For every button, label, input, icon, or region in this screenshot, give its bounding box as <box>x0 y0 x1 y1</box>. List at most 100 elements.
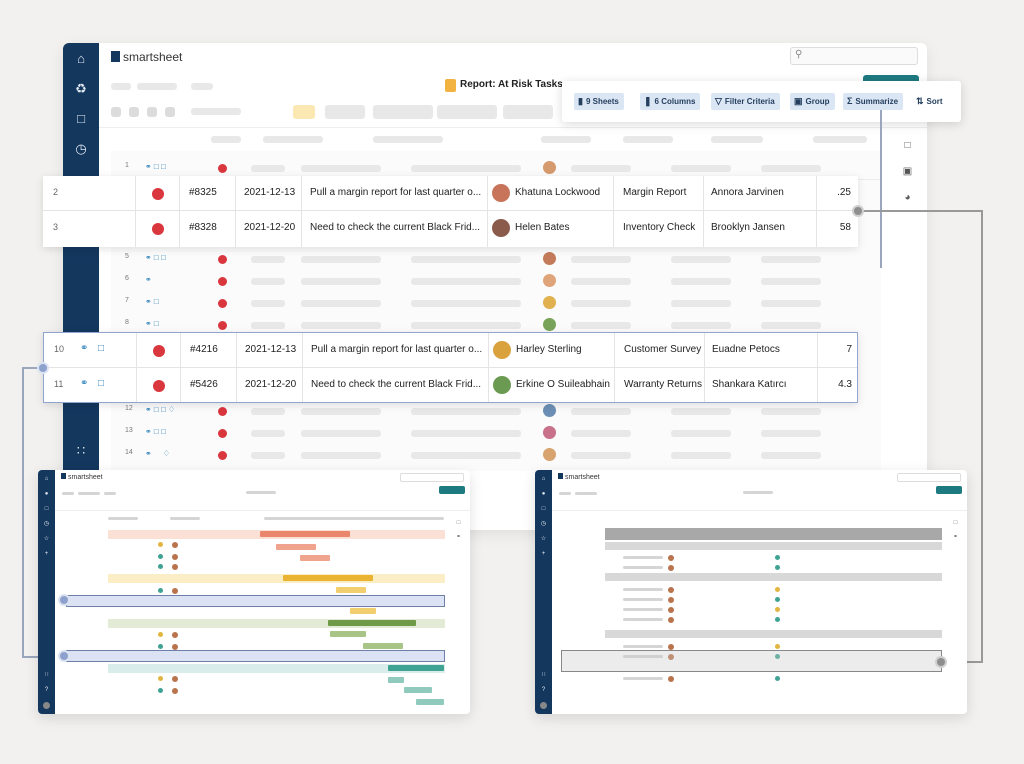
apps-icon[interactable]: ∷ <box>541 672 546 678</box>
attachment-icon[interactable]: ⚭ <box>455 534 462 540</box>
cell-placeholder <box>623 618 663 621</box>
gantt-bar <box>416 699 444 705</box>
cell-placeholder <box>623 588 663 591</box>
star-icon[interactable]: ☆ <box>540 536 547 542</box>
task-id: #4216 <box>190 344 218 355</box>
plus-icon[interactable]: + <box>541 551 546 557</box>
comment-icon[interactable]: □ <box>953 520 958 526</box>
folder-icon[interactable]: □ <box>77 111 85 126</box>
home-icon[interactable]: ⌂ <box>541 476 546 482</box>
toolbar-placeholder <box>111 107 121 117</box>
status-dot <box>218 321 227 330</box>
status-dot <box>218 255 227 264</box>
folder-icon[interactable]: □ <box>44 506 49 512</box>
table-row[interactable]: 7 ⚭ □ <box>111 292 881 314</box>
sheets-button[interactable]: ▮ 9 Sheets <box>574 93 624 110</box>
selected-row[interactable] <box>561 650 942 672</box>
clock-icon[interactable]: ◷ <box>43 521 50 527</box>
comment-icon[interactable]: □ <box>904 140 911 151</box>
brand-logo: smartsheet <box>111 50 182 64</box>
filter-criteria-button[interactable]: ▽ Filter Criteria <box>711 93 780 110</box>
share-button[interactable] <box>936 486 962 494</box>
help-icon[interactable]: ? <box>541 687 546 693</box>
search-input[interactable]: ⚲ <box>790 47 918 65</box>
summarize-label: Summarize <box>855 97 899 106</box>
sort-button[interactable]: ⇅ Sort <box>912 93 948 110</box>
apps-icon[interactable]: ∷ <box>44 672 49 678</box>
attachment-icon[interactable]: ⚭ <box>952 534 959 540</box>
bell-icon[interactable]: ● <box>541 491 546 497</box>
table-row[interactable]: 1 ⚭ □ □ <box>111 157 881 179</box>
cell-placeholder <box>761 165 821 172</box>
cell-placeholder <box>761 430 821 437</box>
cell-placeholder <box>301 278 381 285</box>
cell-placeholder <box>571 430 631 437</box>
apps-icon[interactable]: ∷ <box>76 443 86 458</box>
attachment-icon: ⚭ <box>80 378 89 389</box>
avatar <box>668 654 674 660</box>
share-button[interactable] <box>439 486 465 494</box>
summarize-button[interactable]: Σ Summarize <box>843 93 904 110</box>
status-dot <box>775 597 780 602</box>
table-row[interactable]: 2 #8325 2021-12-13 Pull a margin report … <box>43 176 858 211</box>
table-row[interactable]: 12 ⚭ □ □ ♢ <box>111 400 881 422</box>
attachment-icon: ⚭ □ <box>145 319 159 328</box>
gantt-bar <box>283 575 373 581</box>
table-row[interactable]: 6 ⚭ <box>111 270 881 292</box>
group-band <box>108 619 445 628</box>
sheet-title-placeholder <box>743 491 773 494</box>
help-icon[interactable]: ? <box>44 687 49 693</box>
clock-icon[interactable]: ◷ <box>75 141 87 156</box>
table-row[interactable]: 13 ⚭ □ □ <box>111 422 881 444</box>
selected-row[interactable] <box>66 595 445 607</box>
home-icon[interactable]: ⌂ <box>44 476 49 482</box>
search-input[interactable] <box>897 473 961 482</box>
table-row[interactable]: 3 #8328 2021-12-20 Need to check the cur… <box>43 211 858 246</box>
cell-placeholder <box>671 408 731 415</box>
bell-icon[interactable]: ♻ <box>75 81 87 96</box>
toolbar-placeholder <box>129 107 139 117</box>
clock-icon[interactable]: ◷ <box>540 521 547 527</box>
menu-placeholder <box>78 492 100 495</box>
star-icon[interactable]: ☆ <box>43 536 50 542</box>
table-row[interactable]: 8 ⚭ □ <box>111 314 881 336</box>
highlighted-rows-top: 2 #8325 2021-12-13 Pull a margin report … <box>43 176 858 247</box>
avatar[interactable] <box>540 702 547 709</box>
avatar <box>543 404 556 417</box>
gantt-bar <box>388 677 404 683</box>
group-button[interactable]: ▣ Group <box>790 93 835 110</box>
comment-icon[interactable]: □ <box>456 520 461 526</box>
attachment-icon[interactable]: ▣ <box>902 166 913 177</box>
folder-icon[interactable]: □ <box>541 506 546 512</box>
scrollbar-track <box>880 110 882 268</box>
gantt-bar <box>276 544 316 550</box>
activity-icon[interactable]: ◕ <box>904 192 911 203</box>
columns-button[interactable]: ❚ 6 Columns <box>640 93 701 110</box>
table-row[interactable]: 14 ⚭ ♢ <box>111 444 881 466</box>
column-header <box>813 136 867 143</box>
avatar <box>172 632 178 638</box>
divider <box>55 510 470 511</box>
plus-icon[interactable]: + <box>44 551 49 557</box>
home-icon[interactable]: ⌂ <box>77 51 85 66</box>
table-row[interactable]: 10 ⚭ □ #4216 2021-12-13 Pull a margin re… <box>44 333 857 368</box>
status-dot <box>775 565 780 570</box>
status-dot <box>158 688 163 693</box>
menu-placeholder <box>575 492 597 495</box>
bell-icon[interactable]: ● <box>44 491 49 497</box>
cell-placeholder <box>571 300 631 307</box>
selected-row[interactable] <box>66 650 445 662</box>
table-row[interactable]: 11 ⚭ □ #5426 2021-12-20 Need to check th… <box>44 368 857 403</box>
toolbar-placeholder <box>165 107 175 117</box>
task-name: Need to check the current Black Frid... <box>311 379 482 390</box>
table-row[interactable]: 5 ⚭ □ □ <box>111 248 881 270</box>
cell-placeholder <box>761 256 821 263</box>
status-dot <box>158 676 163 681</box>
divider <box>816 176 817 247</box>
due-date: 2021-12-20 <box>244 222 296 233</box>
attachment-icon: ⚭ <box>80 343 89 354</box>
gantt-bar <box>388 665 444 671</box>
avatar[interactable] <box>43 702 50 709</box>
search-input[interactable] <box>400 473 464 482</box>
avatar <box>543 426 556 439</box>
